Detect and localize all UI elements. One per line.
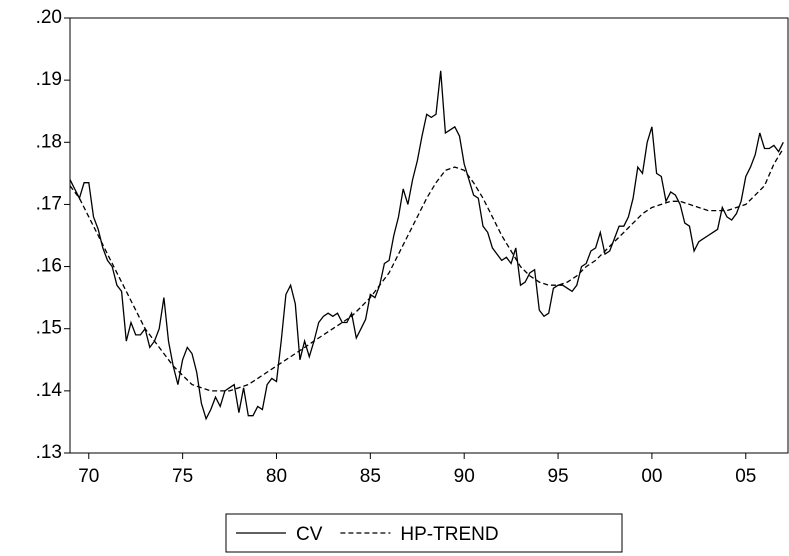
y-tick-label: .19 (36, 69, 62, 90)
x-tick-label: 80 (266, 466, 287, 487)
x-tick-label: 85 (360, 466, 381, 487)
x-tick-label: 05 (735, 466, 756, 487)
series-line (69, 148, 784, 392)
legend-label: CV (296, 524, 323, 545)
y-tick-label: .13 (36, 442, 62, 463)
x-tick-label: 00 (641, 466, 662, 487)
x-tick-label: 70 (78, 466, 99, 487)
plot-frame (69, 17, 789, 454)
y-tick-label: .15 (36, 318, 62, 339)
y-tick-label: .18 (36, 131, 62, 152)
y-tick-label: .20 (36, 7, 62, 28)
y-tick-label: .16 (36, 256, 62, 277)
x-tick-label: 75 (172, 466, 193, 487)
series-line (69, 70, 784, 421)
x-tick-label: 95 (547, 466, 568, 487)
y-tick-label: .17 (36, 193, 62, 214)
y-tick-label: .14 (36, 380, 63, 401)
x-tick-label: 90 (454, 466, 475, 487)
legend (225, 513, 623, 553)
legend-label: HP-TREND (400, 524, 498, 545)
